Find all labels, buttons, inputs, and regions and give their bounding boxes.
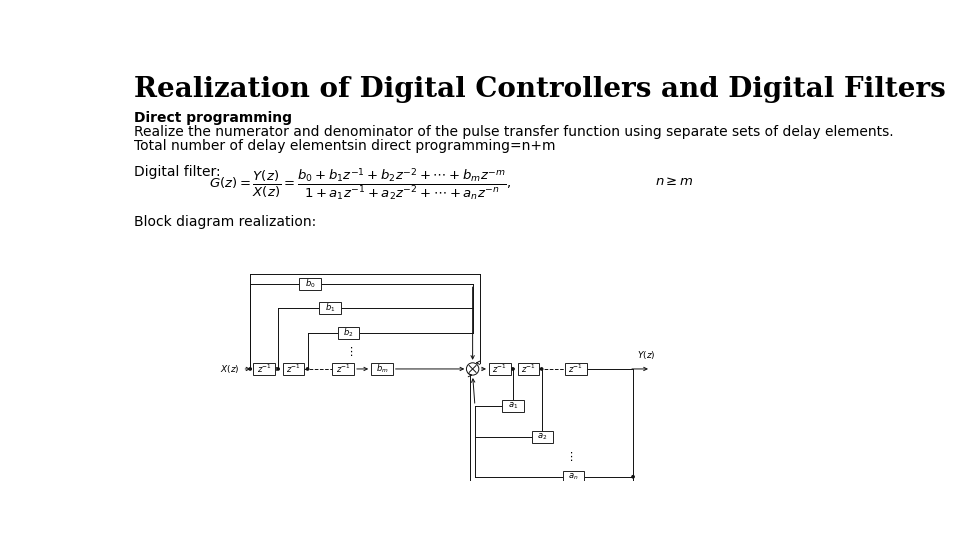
Text: $z^{-1}$: $z^{-1}$ (336, 363, 350, 375)
Text: $b_1$: $b_1$ (324, 302, 335, 314)
Text: $b_2$: $b_2$ (344, 327, 354, 339)
Bar (564, 363, 587, 375)
Text: $a_2$: $a_2$ (538, 431, 547, 442)
Bar (489, 363, 511, 375)
Text: $b_0$: $b_0$ (304, 278, 315, 291)
Text: $z^{-1}$: $z^{-1}$ (256, 363, 272, 375)
Text: Digital filter:: Digital filter: (134, 165, 221, 179)
Circle shape (249, 368, 252, 370)
Bar (338, 327, 359, 339)
Text: Realize the numerator and denominator of the pulse transfer function using separ: Realize the numerator and denominator of… (134, 125, 894, 139)
Text: $z^{-1}$: $z^{-1}$ (568, 363, 583, 375)
Circle shape (632, 476, 635, 478)
Text: $G(z) = \dfrac{Y(z)}{X(z)} = \dfrac{b_0 + b_1 z^{-1} + b_2 z^{-2} + \cdots + b_m: $G(z) = \dfrac{Y(z)}{X(z)} = \dfrac{b_0 … (209, 167, 512, 204)
Text: $n \geq m$: $n \geq m$ (655, 175, 693, 188)
Bar (372, 363, 393, 375)
Bar (502, 400, 524, 412)
Bar (283, 363, 304, 375)
Bar (563, 470, 585, 483)
Bar (532, 430, 553, 443)
Text: $b_m$: $b_m$ (375, 363, 388, 375)
Text: $a_1$: $a_1$ (508, 401, 518, 411)
Text: Total number of delay elementsin direct programming=n+m: Total number of delay elementsin direct … (134, 139, 556, 153)
Text: Block diagram realization:: Block diagram realization: (134, 215, 316, 229)
Circle shape (540, 368, 542, 370)
Bar (299, 278, 321, 291)
Text: $\vdots$: $\vdots$ (565, 450, 573, 463)
Text: $\vdots$: $\vdots$ (345, 345, 352, 357)
Text: $z^{-1}$: $z^{-1}$ (521, 363, 536, 375)
Bar (319, 302, 341, 314)
Circle shape (512, 368, 515, 370)
Text: $z^{-1}$: $z^{-1}$ (492, 363, 507, 375)
Bar (332, 363, 354, 375)
Bar (517, 363, 540, 375)
Text: Realization of Digital Controllers and Digital Filters: Realization of Digital Controllers and D… (134, 76, 946, 103)
Text: Direct programming: Direct programming (134, 111, 292, 125)
Bar (253, 363, 275, 375)
Text: $z^{-1}$: $z^{-1}$ (286, 363, 301, 375)
Circle shape (276, 368, 279, 370)
Text: $Y(z)$: $Y(z)$ (636, 349, 656, 361)
Text: $a_n$: $a_n$ (568, 471, 579, 482)
Text: $X(z)$: $X(z)$ (220, 363, 239, 375)
Circle shape (306, 368, 309, 370)
